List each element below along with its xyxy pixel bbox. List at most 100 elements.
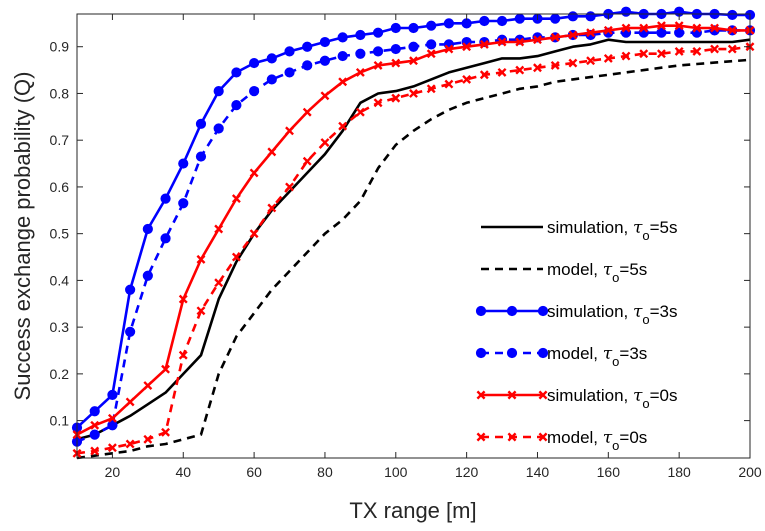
legend-label-suffix: =5s — [619, 260, 647, 279]
data-point — [338, 121, 348, 131]
legend-label: model, τo=3s — [547, 344, 647, 369]
legend-entry: simulation, τo=3s — [475, 302, 678, 327]
data-point — [196, 306, 206, 316]
data-point — [285, 126, 294, 136]
data-point — [266, 74, 277, 85]
legend-entry: model, τo=5s — [481, 260, 647, 285]
data-point — [337, 32, 348, 43]
data-point — [143, 434, 153, 444]
legend-label-suffix: =0s — [650, 386, 678, 405]
y-tick-label: 0.6 — [50, 179, 70, 195]
legend-entry: model, τo=3s — [475, 344, 647, 369]
data-point — [195, 151, 207, 162]
data-point — [125, 284, 136, 295]
data-point — [231, 252, 241, 262]
x-tick-label: 20 — [105, 464, 121, 480]
data-point — [249, 57, 260, 69]
data-point — [656, 21, 666, 31]
data-point — [462, 74, 472, 84]
data-point — [195, 118, 207, 129]
data-point — [710, 44, 720, 54]
data-point — [479, 70, 489, 80]
series-1 — [76, 58, 751, 460]
data-point — [514, 13, 525, 24]
data-point — [160, 193, 171, 204]
data-point — [196, 254, 206, 264]
data-point — [249, 86, 260, 97]
data-point — [355, 29, 366, 41]
data-point — [320, 91, 330, 101]
series-layer — [71, 6, 756, 460]
data-point — [461, 18, 472, 29]
plot-background — [77, 14, 750, 458]
legend-entry: simulation, τo=0s — [476, 386, 678, 411]
legend-label-tau: τ — [603, 260, 613, 280]
data-point — [408, 22, 419, 34]
data-point — [107, 389, 118, 401]
legend-label-prefix: simulation, — [547, 302, 633, 321]
legend-label-sub: o — [612, 270, 619, 285]
y-tick-label: 0.7 — [50, 132, 70, 148]
data-point — [337, 50, 348, 62]
x-tick-label: 140 — [526, 464, 550, 480]
series-2 — [71, 6, 756, 433]
legend-label-tau: τ — [633, 302, 643, 322]
series-4 — [72, 21, 755, 440]
data-point — [479, 39, 489, 49]
series-5 — [72, 42, 755, 458]
data-point — [338, 77, 348, 87]
x-tick-label: 200 — [738, 464, 762, 480]
series-line — [76, 45, 751, 455]
data-point — [462, 42, 472, 52]
legend-label-sub: o — [612, 438, 619, 453]
legend-entry: model, τo=0s — [476, 428, 647, 453]
y-tick-label: 0.9 — [50, 39, 70, 55]
data-point — [231, 67, 242, 78]
data-point — [533, 63, 542, 73]
legend-marker — [537, 347, 549, 359]
data-point — [426, 39, 437, 50]
data-point — [409, 89, 418, 98]
x-tick-label: 160 — [597, 464, 621, 480]
legend-marker — [475, 305, 487, 317]
data-point — [656, 49, 666, 59]
data-point — [550, 60, 560, 70]
data-point — [89, 406, 100, 417]
data-point — [125, 397, 135, 407]
legend-label-sub: o — [642, 396, 649, 411]
data-point — [90, 420, 100, 430]
data-point — [249, 229, 259, 239]
y-tick-label: 0.1 — [50, 413, 70, 429]
legend-marker — [506, 347, 518, 359]
data-point — [125, 439, 135, 449]
data-point — [161, 427, 171, 437]
data-point — [284, 46, 295, 57]
legend-marker — [538, 432, 548, 442]
legend-label-prefix: model, — [547, 260, 603, 279]
legend-label-suffix: =5s — [650, 218, 678, 237]
data-point — [727, 9, 738, 21]
legend-marker — [537, 305, 549, 317]
data-point — [692, 23, 702, 33]
data-point — [391, 58, 401, 68]
data-point — [586, 56, 596, 66]
data-point — [178, 158, 189, 169]
data-point — [355, 107, 365, 117]
series-0 — [76, 38, 751, 441]
data-point — [107, 413, 117, 423]
legend-label-tau: τ — [603, 428, 613, 448]
data-point — [621, 23, 631, 33]
data-point — [533, 35, 542, 45]
data-point — [639, 49, 649, 59]
data-point — [620, 6, 632, 17]
legend-marker — [506, 305, 518, 317]
legend-label-suffix: =3s — [650, 302, 678, 321]
data-point — [178, 350, 188, 360]
legend-entry: simulation, τo=5s — [481, 218, 678, 243]
data-point — [692, 46, 702, 56]
data-point — [143, 381, 153, 391]
legend-label-suffix: =0s — [619, 428, 647, 447]
data-point — [107, 420, 118, 431]
legend-label-prefix: model, — [547, 344, 603, 363]
